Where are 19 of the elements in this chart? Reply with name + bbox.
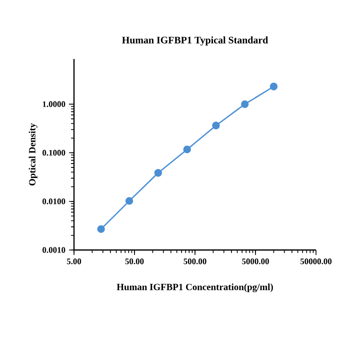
y-tick-label: 0.0100 — [42, 198, 66, 204]
point — [183, 146, 191, 154]
point — [212, 122, 220, 130]
point — [241, 100, 249, 108]
x-tick-label: 50.00 — [125, 258, 144, 264]
chart-title: Human IGFBP1 Typical Standard — [122, 36, 268, 46]
point — [97, 225, 105, 233]
y-tick-label: 0.0010 — [42, 247, 66, 253]
x-tick-label: 5000.00 — [242, 258, 269, 264]
y-tick-label: 0.1000 — [42, 150, 66, 156]
point — [154, 169, 162, 177]
x-axis-title: Human IGFBP1 Concentration(pg/ml) — [116, 284, 273, 292]
point — [270, 82, 278, 90]
y-axis-title: Optical Density — [28, 123, 38, 186]
x-tick-label: 500.00 — [184, 258, 206, 264]
y-tick-label: 1.0000 — [42, 101, 66, 108]
point — [125, 197, 134, 205]
x-tick-label: 50000.00 — [300, 258, 332, 264]
x-tick-label: 5.00 — [66, 258, 82, 264]
